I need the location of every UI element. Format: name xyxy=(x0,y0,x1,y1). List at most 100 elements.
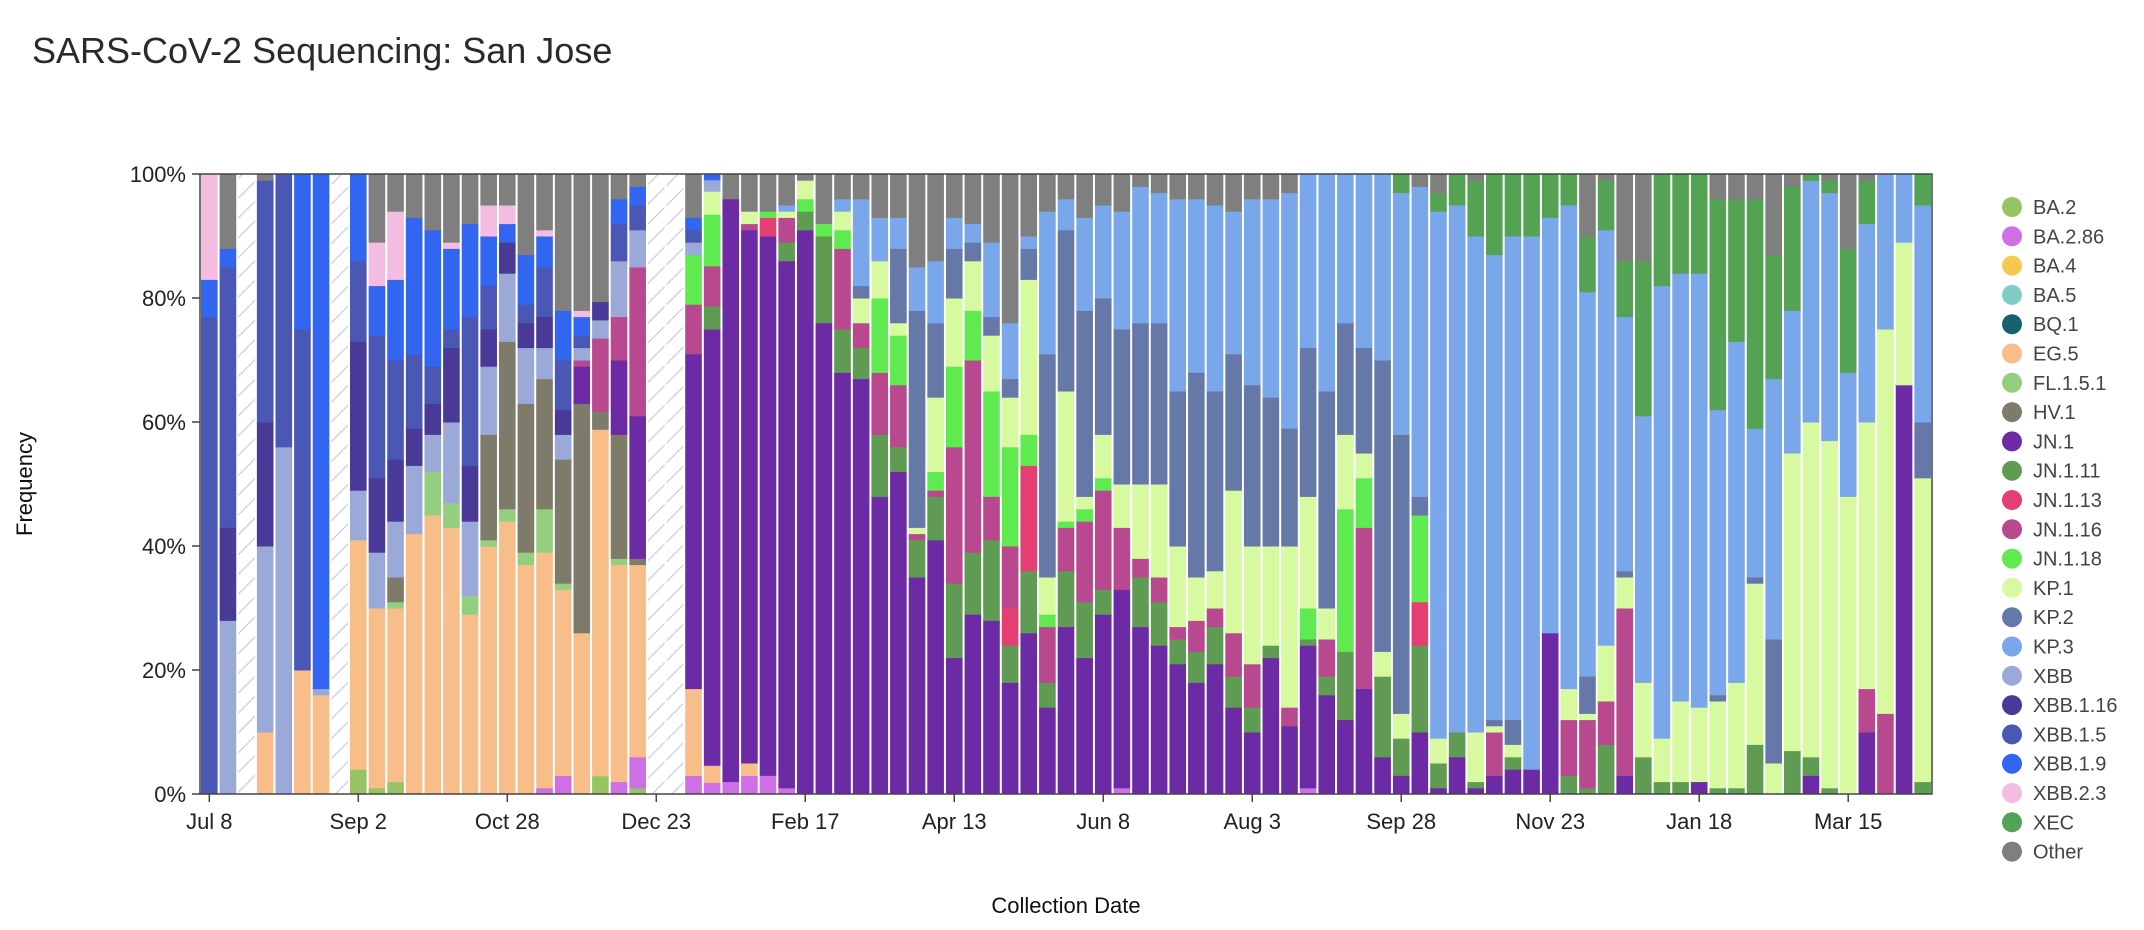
bar-segment-w9-EG.5 xyxy=(368,608,386,789)
bar-segment-w35-KP.1 xyxy=(852,298,870,324)
bar-segment-w62-JN.1 xyxy=(1355,688,1373,795)
bar-segment-w59-JN.1.18 xyxy=(1299,608,1317,640)
bar-segment-w58-KP.2 xyxy=(1281,428,1298,547)
bar-segment-w42-JN.1 xyxy=(983,620,1000,795)
bar-segment-w15-EG.5 xyxy=(480,546,497,795)
bar-segment-w10-XBB xyxy=(387,521,404,578)
bar-segment-w27-XBB.1.9 xyxy=(703,174,721,181)
bar-segment-w40-JN.1.16 xyxy=(945,446,963,584)
bar-segment-w66-Other xyxy=(1430,174,1447,194)
bar-segment-w18-XBB.2.3 xyxy=(536,229,553,237)
bar-segment-w36-KP.3 xyxy=(871,217,889,262)
bar-segment-w77-XEC xyxy=(1635,260,1652,417)
bar-segment-w50-JN.1 xyxy=(1132,626,1149,795)
x-tick-label: Sep 2 xyxy=(330,809,388,834)
legend-swatch-JN.1.13 xyxy=(2002,490,2022,510)
bar-segment-w80-JN.1 xyxy=(1690,781,1708,795)
bar-segment-w52-KP.2 xyxy=(1169,391,1187,547)
bar-segment-w75-JN.1.16 xyxy=(1597,701,1615,745)
bar-segment-w81-KP.2 xyxy=(1709,694,1727,702)
bar-segment-w34-JN.1.11 xyxy=(834,329,851,373)
bar-segment-w71-XEC xyxy=(1523,174,1540,237)
bar-segment-w78-XEC xyxy=(1653,174,1671,287)
bar-segment-w78-KP.1 xyxy=(1653,738,1671,783)
bar-segment-w87-KP.1 xyxy=(1821,440,1838,789)
x-axis: Jul 8 Sep 2 Oct 28 Dec 23 Feb 17 Apr 13 Jun 8 A… xyxy=(186,794,1882,834)
bar-segment-w14-XBB.1.16 xyxy=(461,465,479,522)
bar-segment-w15-FL.1.5.1 xyxy=(480,539,497,547)
bar-segment-w74-Other xyxy=(1579,174,1596,237)
bar-segment-w52-Other xyxy=(1169,174,1187,200)
bar-segment-w36-KP.1 xyxy=(871,260,889,299)
bar-segment-w45-JN.1.18 xyxy=(1039,614,1056,628)
bar-segment-w83-KP.1 xyxy=(1746,583,1764,745)
bar-segment-w48-JN.1 xyxy=(1094,614,1112,795)
bar-segment-w17-Other xyxy=(517,174,535,256)
bar-segment-w21-JN.1.16 xyxy=(592,338,609,412)
bar-segment-w20-Other xyxy=(573,174,591,311)
bar-segment-w48-KP.3 xyxy=(1094,205,1112,299)
bar-segment-w37-KP.3 xyxy=(890,217,907,249)
bar-segment-w18-HV.1 xyxy=(536,378,553,510)
bar-segment-w58-JN.1 xyxy=(1281,725,1298,795)
bar-segment-w79-XEC xyxy=(1672,174,1689,274)
bar-segment-w43-KP.3 xyxy=(1001,322,1019,380)
bar-segment-w54-KP.2 xyxy=(1206,391,1224,572)
bar-segment-w63-KP.3 xyxy=(1374,174,1391,361)
bar-segment-w49-KP.3 xyxy=(1113,211,1131,330)
bar-segment-w48-Other xyxy=(1094,174,1112,206)
bar-segment-w20-JN.1 xyxy=(573,366,591,404)
bar-segment-w43-JN.1.18 xyxy=(1001,446,1019,547)
bar-segment-w13-XBB.1.9 xyxy=(443,248,460,330)
bar-segment-w11-Other xyxy=(405,174,423,218)
bar-segment-w19-BA.2.86 xyxy=(554,775,572,795)
bar-segment-w32-JN.1.11 xyxy=(796,211,814,231)
bar-segment-w27-KP.1 xyxy=(703,191,721,215)
bar-segment-w9-Other xyxy=(368,174,386,243)
bar-segment-w69-JN.1 xyxy=(1486,775,1503,795)
bar-segment-w31-JN.1 xyxy=(778,260,795,789)
legend-label-JN.1.16: JN.1.16 xyxy=(2033,519,2102,541)
bar-segment-w62-KP.3 xyxy=(1355,174,1373,349)
bar-segment-w72-JN.1 xyxy=(1541,632,1559,795)
bar-segment-w16-Other xyxy=(498,174,516,206)
bar-segment-w48-KP.2 xyxy=(1094,298,1112,435)
bar-segment-w10-EG.5 xyxy=(387,608,404,783)
bar-segment-w37-JN.1.16 xyxy=(890,384,907,448)
bar-segment-w43-Other xyxy=(1001,174,1019,324)
bar-segment-w42-JN.1.16 xyxy=(983,496,1000,541)
bar-segment-w34-JN.1 xyxy=(834,372,851,795)
bar-segment-w46-Other xyxy=(1057,174,1075,200)
bar-segment-w54-KP.3 xyxy=(1206,205,1224,392)
bar-segment-w70-KP.1 xyxy=(1504,744,1522,758)
bar-segment-w57-JN.1.11 xyxy=(1262,645,1280,659)
bar-segment-w92-KP.1 xyxy=(1914,477,1931,783)
bar-segment-w43-JN.1.13 xyxy=(1001,608,1019,646)
bar-segment-w45-KP.1 xyxy=(1039,577,1056,615)
bar-segment-w81-XEC xyxy=(1709,198,1727,411)
bar-segment-w65-Other xyxy=(1411,174,1429,187)
bar-segment-w46-JN.1.18 xyxy=(1057,521,1075,528)
bar-segment-w23-EG.5 xyxy=(629,564,646,758)
bar-segment-w87-Other xyxy=(1821,174,1838,181)
bar-segment-w61-JN.1 xyxy=(1337,719,1354,795)
bar-segment-w84-KP.2 xyxy=(1765,639,1783,764)
legend-swatch-BA.2 xyxy=(2002,197,2022,217)
bar-segment-w64-KP.2 xyxy=(1392,434,1410,714)
bar-segment-w14-XBB xyxy=(461,521,479,597)
bar-segment-w91-KP.1 xyxy=(1895,242,1913,386)
bar-segment-w33-JN.1 xyxy=(815,322,833,795)
bar-segment-w36-JN.1.16 xyxy=(871,372,889,435)
bar-segment-w69-KP.3 xyxy=(1486,254,1503,721)
bar-segment-w82-JN.1.11 xyxy=(1728,787,1745,795)
bar-segment-w76-JN.1.16 xyxy=(1616,608,1634,776)
bar-segment-w89-KP.1 xyxy=(1858,422,1876,690)
bar-segment-w57-JN.1 xyxy=(1262,657,1280,795)
bar-segment-w22-JN.1.16 xyxy=(610,316,628,361)
bar-segment-w31-JN.1.16 xyxy=(778,217,795,243)
bar-segment-w44-JN.1.11 xyxy=(1020,570,1038,634)
x-tick-label: Jan 18 xyxy=(1666,809,1732,834)
bar-segment-w73-JN.1.11 xyxy=(1560,775,1578,795)
bar-segment-w29-Other xyxy=(741,174,758,212)
